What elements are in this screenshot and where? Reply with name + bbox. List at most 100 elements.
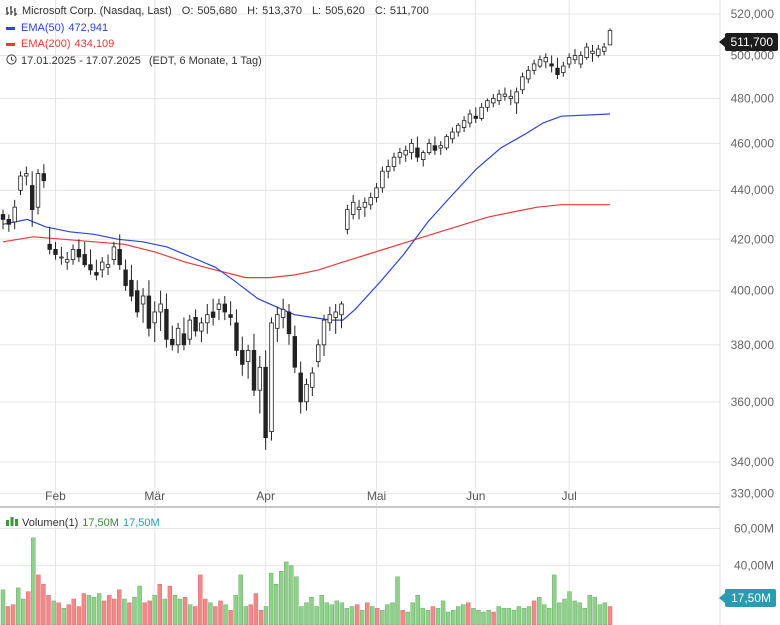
ema200-swatch: [6, 42, 15, 46]
candle-body: [572, 55, 578, 61]
axis-labels: 330,000 340,000 360,000 380,000 400,000 420,0…: [45, 7, 774, 573]
volume-value-1: 17,50M: [82, 516, 119, 529]
volume-bar: [253, 593, 259, 625]
candle-body: [438, 145, 443, 149]
candle-body: [35, 173, 41, 208]
volume-bar: [263, 606, 269, 625]
candle-body: [205, 314, 210, 324]
volume-bar: [213, 606, 218, 625]
candle-body: [374, 187, 379, 198]
volume-bar: [182, 597, 188, 625]
volume-bar: [491, 611, 496, 625]
volume-bar: [537, 597, 542, 625]
candle-body: [555, 67, 560, 75]
candle-body: [65, 259, 70, 263]
volume-bar: [167, 585, 173, 625]
open-label: O:: [181, 5, 194, 17]
ema50-line: [2, 113, 611, 321]
candle-body: [263, 366, 268, 438]
ema50-legend[interactable]: EMA(50) 472,941: [6, 22, 108, 34]
candle-body: [345, 209, 350, 230]
candle-body: [385, 166, 391, 172]
candle-body: [473, 115, 478, 119]
volume-bar: [542, 604, 547, 625]
volume-bar: [31, 537, 36, 625]
candle-body: [175, 327, 181, 346]
volume-bar: [137, 585, 142, 625]
candle-body: [315, 344, 321, 362]
candle-body: [362, 201, 368, 208]
volume-bar: [405, 611, 410, 625]
candle-body: [123, 269, 128, 286]
volume-bar: [496, 606, 501, 625]
candle-body: [59, 256, 64, 259]
candle-body: [29, 185, 35, 211]
candle-body: [356, 206, 362, 210]
candle-body: [397, 152, 403, 158]
candle-body: [76, 248, 82, 258]
ema200-legend[interactable]: EMA(200) 434,109: [6, 38, 114, 50]
volume-bar: [531, 600, 537, 625]
volume-bar: [420, 608, 425, 625]
candle-body: [251, 349, 257, 391]
high-label: H:: [247, 5, 259, 17]
volume-bar: [390, 602, 395, 625]
volume-bar: [91, 597, 97, 625]
month-tick-label: Jun: [466, 489, 485, 503]
price-tick-label: 480,000: [731, 91, 775, 105]
candle-body: [531, 63, 537, 71]
range-legend: 17.01.2025 - 17.07.2025 (EDT, 6 Monate, …: [6, 54, 262, 68]
volume-bar: [233, 595, 238, 625]
candle-body: [566, 57, 572, 65]
candle-body: [41, 173, 46, 182]
volume-bar: [567, 591, 572, 625]
volume-bar: [456, 606, 461, 625]
ema50-label: EMA(50): [21, 22, 65, 34]
candle-body: [240, 349, 245, 365]
last-price-tag: 511,700: [718, 33, 778, 51]
volume-bar: [385, 604, 390, 625]
candle-body: [561, 65, 566, 73]
volume-bar: [547, 608, 552, 625]
candle-body: [193, 316, 198, 332]
volume-bar: [445, 611, 451, 625]
volume-bar: [602, 602, 608, 625]
volume-bar: [41, 584, 46, 625]
volume-bar: [461, 604, 466, 625]
candle-body: [111, 246, 117, 260]
volume-bar: [238, 574, 243, 625]
volume-bar: [597, 604, 603, 625]
volume-bar: [112, 598, 117, 625]
candle-body: [350, 201, 356, 215]
volume-bar: [415, 595, 420, 625]
candle-body: [526, 69, 531, 80]
candle-body: [298, 372, 303, 403]
volume-label: Volumen(1): [22, 516, 79, 529]
volume-legend[interactable]: Volumen(1) 17,50M 17,50M: [6, 516, 160, 529]
volume-bar: [248, 604, 254, 625]
price-tick-label: 360,000: [731, 395, 775, 409]
volume-bar: [562, 598, 567, 625]
volume-bar: [66, 604, 71, 625]
candle-body: [590, 50, 595, 54]
volume-bar: [101, 600, 107, 625]
price-tick-label: 340,000: [731, 455, 775, 469]
volume-bar: [607, 606, 613, 625]
ohlc-bars-icon: [6, 6, 18, 16]
candles: [0, 28, 613, 450]
candle-body: [134, 290, 140, 313]
price-tick-label: 440,000: [731, 183, 775, 197]
candle-body: [327, 314, 332, 324]
volume-bar: [476, 610, 481, 625]
date-range: 17.01.2025 - 17.07.2025: [21, 55, 141, 67]
candle-body: [269, 322, 274, 432]
month-tick-label: Apr: [256, 489, 275, 503]
candle-body: [602, 46, 607, 52]
volume-tag: 17,50M: [718, 589, 776, 607]
volume-bar: [21, 598, 26, 625]
candle-body: [181, 333, 187, 346]
candle-body: [234, 322, 239, 351]
month-tick-label: Feb: [45, 489, 66, 503]
candle-body: [275, 314, 280, 329]
volume-bar: [56, 602, 61, 625]
